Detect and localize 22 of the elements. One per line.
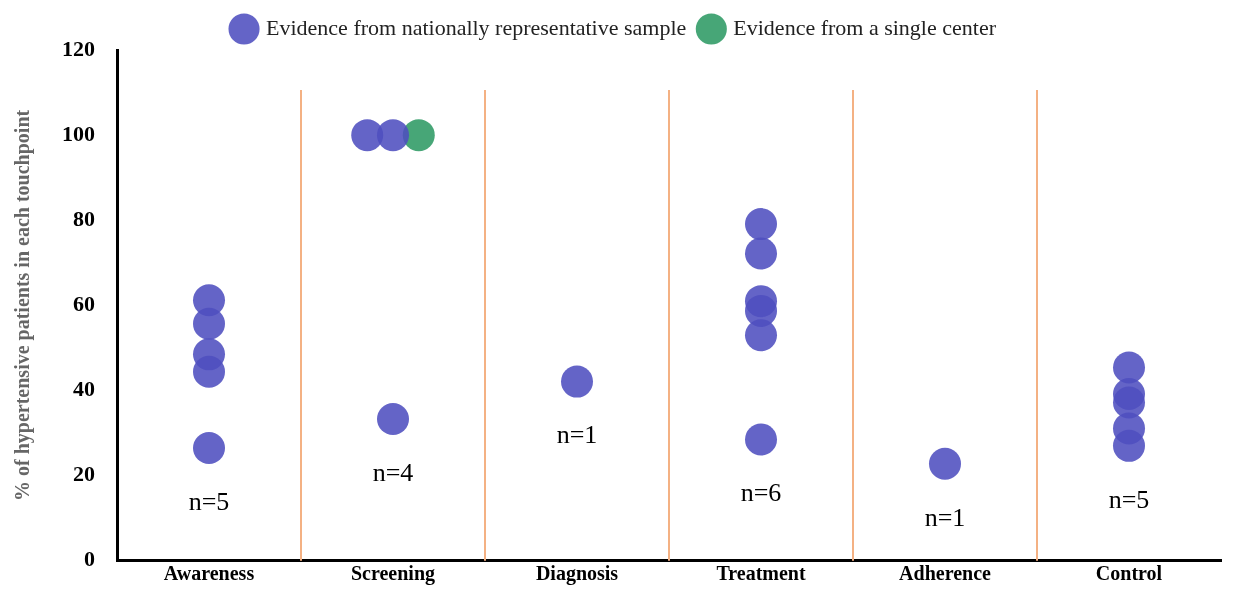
x-tick-label: Adherence: [899, 561, 992, 584]
x-tick-label: Control: [1095, 561, 1163, 584]
x-tick-label: Awareness: [163, 561, 255, 584]
legend-label: Evidence from a single center: [733, 14, 997, 40]
y-axis-title: % of hypertensive patients in each touchpoint: [11, 109, 35, 501]
y-tick-label: 40: [73, 376, 95, 402]
y-tick-label: 80: [73, 205, 95, 231]
y-tick-label: 20: [73, 461, 95, 487]
y-tick-label: 100: [62, 120, 95, 146]
annotation: n=6: [740, 478, 782, 508]
annotation: n=1: [556, 420, 598, 450]
annotation: n=4: [372, 457, 414, 487]
annotation: n=5: [1108, 484, 1150, 514]
y-tick-label: 60: [73, 291, 95, 317]
x-tick-label: Treatment: [716, 561, 806, 584]
legend-label: Evidence from nationally representative sample: [266, 14, 687, 40]
y-tick-label: 120: [62, 35, 95, 61]
annotation: n=5: [188, 486, 230, 516]
annotation: n=1: [924, 502, 966, 532]
x-tick-label: Diagnosis: [535, 561, 619, 585]
y-tick-label: 0: [84, 546, 95, 572]
x-tick-label: Screening: [350, 561, 436, 585]
